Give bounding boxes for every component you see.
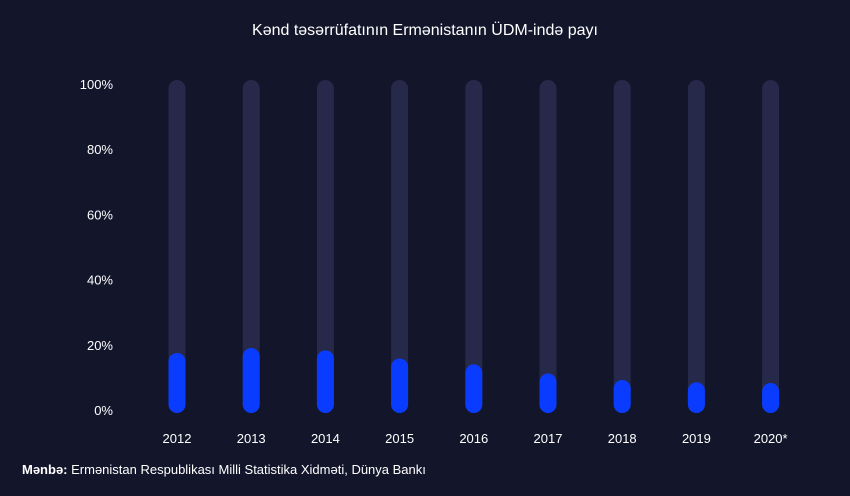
bar-track xyxy=(316,80,334,413)
bar xyxy=(613,380,631,413)
bar-track xyxy=(391,80,409,413)
bar-track xyxy=(465,80,483,413)
bar xyxy=(316,350,334,413)
x-tick-label: 2019 xyxy=(682,431,711,446)
x-tick-label: 2016 xyxy=(459,431,488,446)
x-tick-label: 2015 xyxy=(385,431,414,446)
source-text: Ermənistan Respublikası Milli Statistika… xyxy=(71,462,426,477)
bar xyxy=(465,364,483,413)
bar-track xyxy=(242,80,260,413)
bar-track xyxy=(168,80,186,413)
y-tick-label: 80% xyxy=(87,142,113,157)
bar xyxy=(539,373,557,413)
bar-track xyxy=(539,80,557,413)
x-tick-label: 2013 xyxy=(237,431,266,446)
bar xyxy=(168,352,186,413)
y-tick-label: 20% xyxy=(87,338,113,353)
y-tick-label: 0% xyxy=(94,403,113,418)
y-axis-ticks: 0% 20% 40% 60% 80% 100% xyxy=(80,77,114,418)
bar-track xyxy=(613,80,631,413)
x-tick-label: 2018 xyxy=(608,431,637,446)
x-tick-label: 2020* xyxy=(754,431,788,446)
bar-tracks xyxy=(168,80,780,413)
chart-title: Kənd təsərrüfatının Ermənistanın ÜDM-ind… xyxy=(252,22,598,39)
x-tick-label: 2012 xyxy=(163,431,192,446)
bar-track xyxy=(762,80,780,413)
bar xyxy=(687,382,705,413)
bars xyxy=(168,348,780,413)
x-tick-label: 2014 xyxy=(311,431,340,446)
source-label: Mənbə: xyxy=(22,462,68,477)
bar xyxy=(762,382,780,413)
x-axis-ticks: 2012 2013 2014 2015 2016 2017 2018 2019 2020* xyxy=(163,431,788,446)
bar xyxy=(391,358,409,413)
bar-track xyxy=(687,80,705,413)
x-tick-label: 2017 xyxy=(534,431,563,446)
bar xyxy=(242,348,260,413)
y-tick-label: 40% xyxy=(87,273,113,288)
y-tick-label: 100% xyxy=(80,77,114,92)
source-note: Mənbə: Ermənistan Respublikası Milli Sta… xyxy=(22,462,426,477)
y-tick-label: 60% xyxy=(87,207,113,222)
